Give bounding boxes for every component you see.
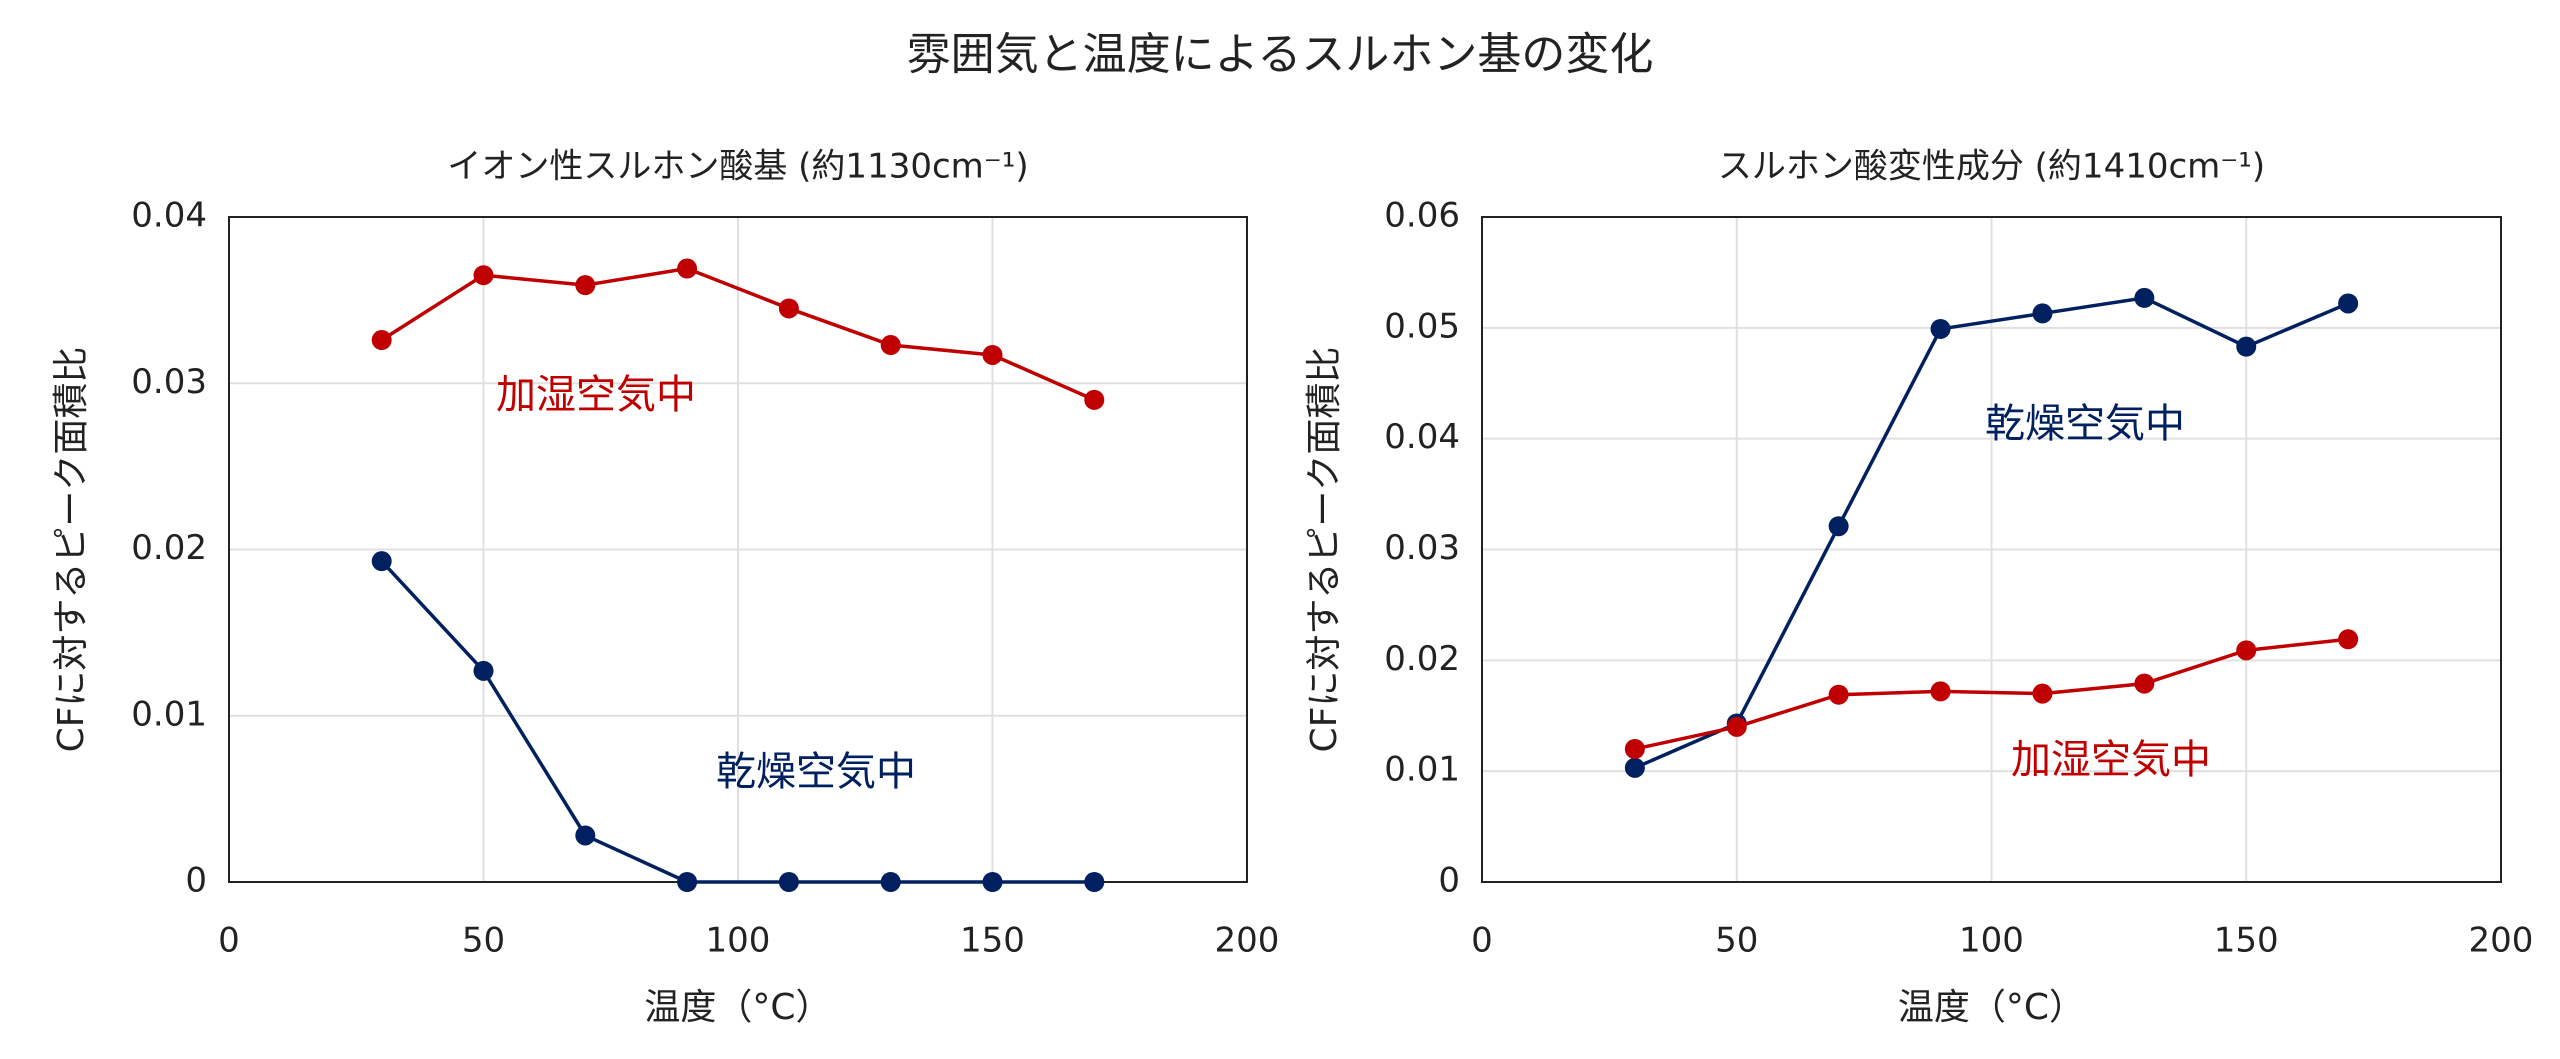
y-tick-label: 0.05 <box>1384 306 1460 346</box>
data-point <box>778 872 799 892</box>
data-point <box>2236 640 2257 661</box>
data-point <box>677 872 698 892</box>
data-point <box>371 330 392 351</box>
x-tick-label: 0 <box>218 921 240 961</box>
x-tick-label: 100 <box>1959 921 2024 961</box>
y-tick-label: 0.04 <box>1384 417 1460 457</box>
y-tick-label: 0.03 <box>1384 528 1460 568</box>
y-tick-label: 0.01 <box>131 694 207 734</box>
data-point <box>1828 516 1849 537</box>
series-line <box>380 559 1095 884</box>
data-point <box>473 265 494 286</box>
series-line <box>1634 296 2349 770</box>
data-point <box>2032 683 2053 704</box>
data-point <box>473 660 494 681</box>
data-point <box>2134 673 2155 694</box>
page-title: 雰囲気と温度によるスルホン基の変化 <box>907 29 1654 80</box>
data-point <box>2338 293 2359 314</box>
data-point <box>677 258 698 279</box>
data-point <box>880 872 901 892</box>
series-line <box>380 266 1096 402</box>
y-tick-label: 0 <box>185 861 207 901</box>
data-point <box>880 335 901 356</box>
data-point <box>1828 684 1849 705</box>
series-label: 加湿空気中 <box>496 372 696 418</box>
y-tick-label: 0.03 <box>131 362 207 402</box>
data-point <box>1726 716 1747 737</box>
plot-frame <box>1481 216 2502 883</box>
chart-title: イオン性スルホン酸基 (約1130cm⁻¹) <box>447 147 1028 187</box>
y-tick-label: 0.01 <box>1384 750 1460 790</box>
data-point <box>1624 757 1645 778</box>
y-tick-label: 0.02 <box>1384 639 1460 679</box>
x-tick-label: 150 <box>960 921 1025 961</box>
x-axis-title: 温度（°C） <box>644 987 831 1028</box>
data-point <box>1084 872 1105 892</box>
x-tick-label: 50 <box>462 921 505 961</box>
x-tick-label: 150 <box>2214 921 2279 961</box>
y-axis-title: CFに対するピーク面積比 <box>1304 347 1345 753</box>
y-tick-label: 0.06 <box>1384 196 1460 236</box>
x-axis-title: 温度（°C） <box>1898 987 2085 1028</box>
x-tick-label: 100 <box>706 921 771 961</box>
series-label: 乾燥空気中 <box>716 749 916 795</box>
y-axis-title: CFに対するピーク面積比 <box>51 347 92 753</box>
data-point <box>1084 389 1105 410</box>
data-point <box>982 872 1003 892</box>
y-tick-label: 0.02 <box>131 528 207 568</box>
series-label: 乾燥空気中 <box>1985 401 2185 447</box>
data-point <box>575 275 596 296</box>
data-point <box>2032 303 2053 324</box>
data-point <box>1930 681 1951 702</box>
x-tick-label: 200 <box>1215 921 1280 961</box>
data-point <box>575 825 596 846</box>
y-tick-label: 0 <box>1438 861 1460 901</box>
chart-title: スルホン酸変性成分 (約1410cm⁻¹) <box>1718 147 2265 187</box>
data-point <box>2134 287 2155 308</box>
series-line <box>1634 637 2349 751</box>
data-point <box>1930 318 1951 339</box>
data-point <box>2338 629 2359 650</box>
data-point <box>778 298 799 319</box>
data-point <box>1624 739 1645 759</box>
y-tick-label: 0.04 <box>131 196 207 236</box>
data-point <box>371 551 392 572</box>
data-point <box>2236 336 2257 357</box>
x-tick-label: 0 <box>1471 921 1493 961</box>
x-tick-label: 200 <box>2469 921 2534 961</box>
data-point <box>982 344 1003 365</box>
series-label: 加湿空気中 <box>2011 737 2211 783</box>
x-tick-label: 50 <box>1715 921 1758 961</box>
